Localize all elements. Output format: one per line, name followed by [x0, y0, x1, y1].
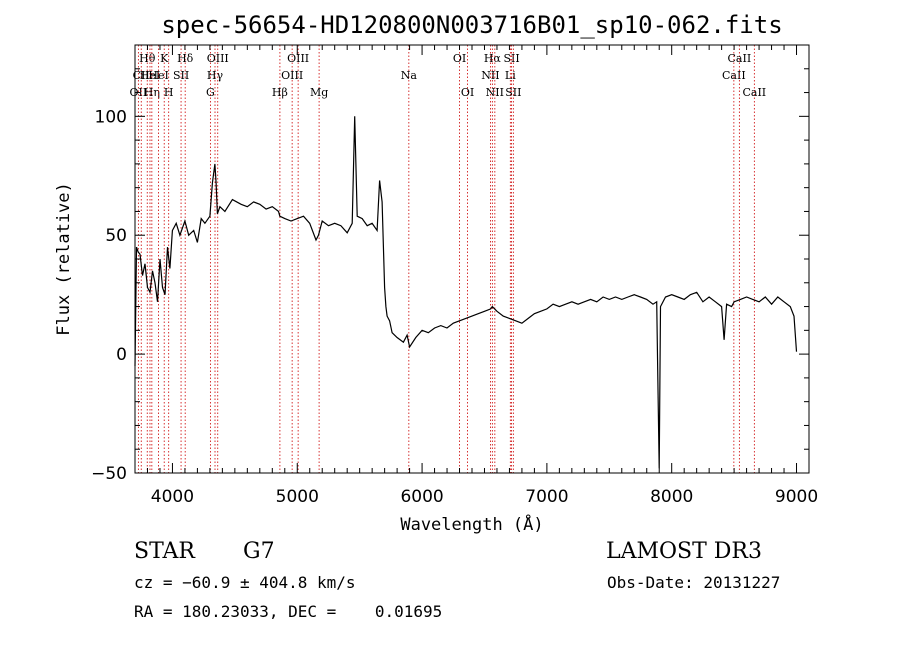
line-marker-label: NII [481, 69, 499, 82]
survey-name: LAMOST DR3 [606, 539, 762, 564]
y-axis-label: Flux (relative) [54, 182, 74, 336]
line-marker-label: SII [173, 69, 189, 82]
line-marker-label: OIII [287, 52, 309, 65]
y-tick-label: −50 [91, 464, 127, 484]
line-marker-label: OI [461, 86, 474, 99]
redshift-text: cz = −60.9 ± 404.8 km/s [134, 573, 356, 592]
line-marker-label: Hα [484, 52, 502, 65]
line-marker-label: CaII [722, 69, 746, 82]
line-marker-label: CII [133, 69, 150, 82]
line-marker-label: Li [505, 69, 516, 82]
line-marker-label: SII [505, 86, 521, 99]
x-axis: 4000 5000 6000 7000 8000 9000 [134, 45, 818, 507]
line-marker-label: Na [401, 69, 418, 82]
line-marker-label: CaII [742, 86, 766, 99]
coordinates: RA = 180.23033, DEC = 0.01695 [134, 602, 443, 621]
y-axis: −50 0 50 100 [91, 44, 809, 484]
line-markers: OIICIIHθHeIHηHeIKHSIIHδGHγOIIIHβOIIIOIII… [130, 45, 766, 473]
obs-date: Obs-Date: 20131227 [607, 573, 781, 592]
line-marker-label: H [164, 86, 174, 99]
x-tick-label: 5000 [276, 487, 319, 507]
x-axis-label: Wavelength (Å) [400, 513, 543, 535]
x-tick-label: 9000 [775, 487, 818, 507]
line-marker-label: HeI [140, 69, 160, 82]
line-marker-label: G [206, 86, 215, 99]
line-marker-label: Mg [310, 86, 328, 99]
line-marker-label: NII [486, 86, 504, 99]
line-marker-label: Hθ [139, 52, 156, 65]
line-marker-label: Hδ [177, 52, 194, 65]
line-marker-label: Hβ [272, 86, 288, 99]
line-marker-label: HeI [148, 69, 168, 82]
plot-frame [134, 44, 810, 474]
chart-title: spec-56654-HD120800N003716B01_sp10-062.f… [161, 11, 782, 39]
x-tick-label: 6000 [400, 487, 443, 507]
spectrum-line [134, 116, 798, 469]
x-tick-label: 7000 [525, 487, 568, 507]
y-tick-label: 0 [116, 345, 127, 365]
y-tick-label: 100 [95, 107, 127, 127]
line-marker-label: OI [453, 52, 466, 65]
x-tick-label: 4000 [151, 487, 194, 507]
object-class: STAR [134, 539, 195, 564]
line-marker-label: OIII [207, 52, 229, 65]
subclass: G7 [243, 539, 275, 564]
x-tick-label: 8000 [650, 487, 693, 507]
y-tick-label: 50 [105, 226, 127, 246]
line-marker-label: CaII [728, 52, 752, 65]
line-marker-label: Hγ [207, 69, 224, 82]
line-marker-label: OIII [281, 69, 303, 82]
line-marker-label: Hη [144, 86, 160, 99]
line-marker-label: SII [503, 52, 519, 65]
line-marker-label: K [160, 52, 169, 65]
